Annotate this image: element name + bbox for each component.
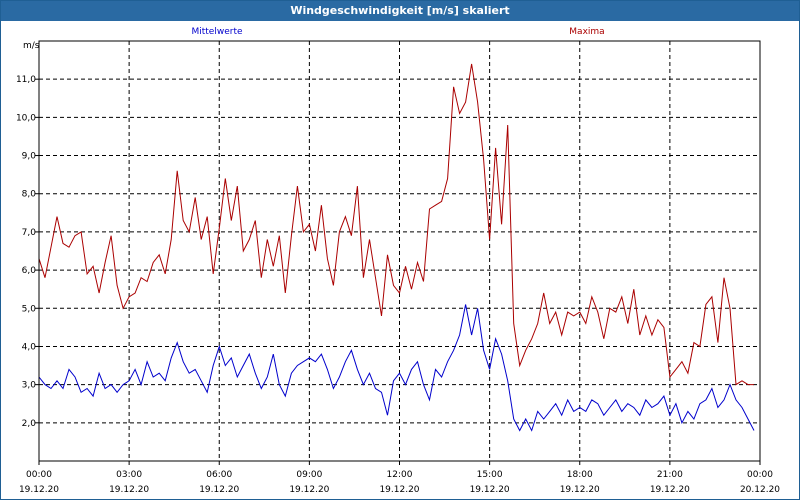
x-tick-date-label: 19.12.20 [109, 485, 149, 495]
series-line-1 [38, 63, 754, 386]
legend-label-1: Maxima [569, 27, 604, 37]
x-tick-date-label: 20.12.20 [740, 485, 780, 495]
x-tick-date-label: 19.12.20 [379, 485, 419, 495]
y-tick-label: 7,0 [22, 228, 37, 238]
x-tick-time-label: 12:00 [387, 470, 413, 480]
y-tick-label: 9,0 [22, 152, 37, 162]
y-tick-label: 2,0 [22, 419, 37, 429]
series-line-0 [38, 304, 755, 432]
y-tick-label: 5,0 [22, 304, 37, 314]
legend-label-0: Mittelwerte [191, 27, 242, 37]
x-tick-time-label: 15:00 [477, 470, 503, 480]
y-tick-label: 6,0 [22, 266, 37, 276]
x-tick-time-label: 06:00 [206, 470, 232, 480]
y-tick-label: 3,0 [22, 381, 37, 391]
y-tick-label: 10,0 [16, 113, 36, 123]
x-tick-time-label: 00:00 [747, 470, 773, 480]
x-tick-time-label: 21:00 [657, 470, 683, 480]
x-tick-date-label: 19.12.20 [19, 485, 59, 495]
y-tick-label: 11,0 [16, 75, 36, 85]
x-tick-time-label: 09:00 [296, 470, 322, 480]
x-tick-time-label: 00:00 [26, 470, 52, 480]
y-tick-label: 4,0 [22, 342, 37, 352]
x-tick-date-label: 19.12.20 [560, 485, 600, 495]
x-tick-date-label: 19.12.20 [289, 485, 329, 495]
plot-area-border [38, 40, 761, 462]
x-tick-time-label: 18:00 [567, 470, 593, 480]
x-tick-date-label: 19.12.20 [650, 485, 690, 495]
y-tick-label: 8,0 [22, 190, 37, 200]
x-tick-time-label: 03:00 [116, 470, 142, 480]
x-tick-date-label: 19.12.20 [199, 485, 239, 495]
window-title: Windgeschwindigkeit [m/s] skaliert [1, 1, 799, 21]
x-tick-date-label: 19.12.20 [470, 485, 510, 495]
y-axis-unit-label: m/s [23, 41, 40, 51]
